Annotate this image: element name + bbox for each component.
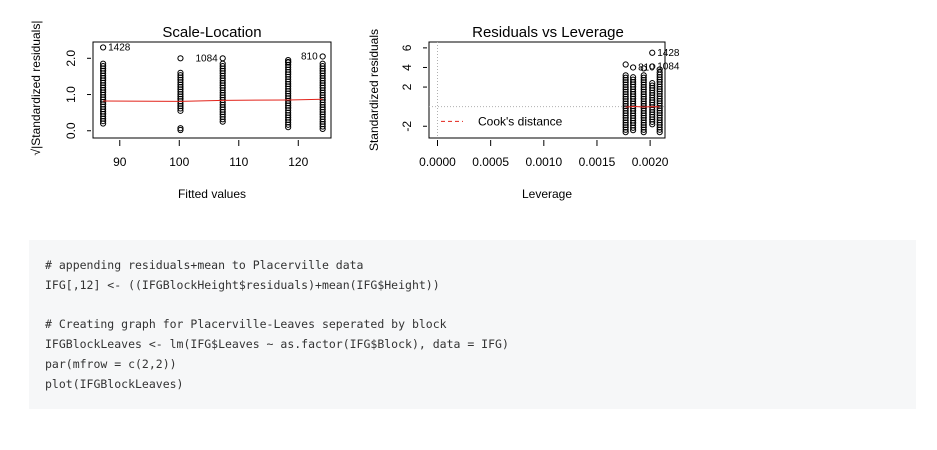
x-tick-label: 0.0005 xyxy=(472,155,509,169)
point-label: 1428 xyxy=(657,48,680,59)
code-line: # Creating graph for Placerville-Leaves … xyxy=(45,317,447,332)
x-tick-label: 0.0010 xyxy=(525,155,562,169)
x-tick-label: 90 xyxy=(113,155,127,169)
y-tick-label: 2.0 xyxy=(64,50,78,67)
plot-frame xyxy=(92,41,332,139)
chart-title: Scale-Location xyxy=(162,24,261,41)
residual-point xyxy=(649,82,656,89)
residual-point xyxy=(319,60,326,67)
residual-point xyxy=(656,69,663,76)
residual-point xyxy=(177,69,184,76)
x-tick-label: 0.0015 xyxy=(579,155,616,169)
code-line: IFG[,12] <- ((IFGBlockHeight$residuals)+… xyxy=(45,277,440,292)
residual-point xyxy=(630,76,637,83)
point-label: 1084 xyxy=(195,53,218,64)
plot-frame xyxy=(428,41,666,139)
residual-point xyxy=(640,72,647,79)
smoother-line xyxy=(625,105,660,108)
code-line: par(mfrow = c(2,2)) xyxy=(45,356,177,371)
residual-point xyxy=(630,74,637,81)
y-tick-label: 4 xyxy=(400,64,414,71)
y-tick-label: 2 xyxy=(400,83,414,90)
x-axis-label: Fitted values xyxy=(178,187,246,201)
x-tick-label: 0.0020 xyxy=(632,155,669,169)
x-tick-label: 0.0000 xyxy=(419,155,456,169)
chart-title: Residuals vs Leverage xyxy=(472,24,624,41)
point-label: 810 xyxy=(301,51,318,62)
x-tick-label: 100 xyxy=(169,155,189,169)
residual-point xyxy=(640,74,647,81)
x-tick-label: 110 xyxy=(229,155,248,169)
code-line: plot(IFGBlockLeaves) xyxy=(45,376,184,391)
residual-point xyxy=(319,63,326,70)
smoother-line xyxy=(103,98,323,102)
residual-point xyxy=(100,63,107,70)
residual-point xyxy=(100,60,107,67)
residual-point xyxy=(177,72,184,79)
outlier-point xyxy=(640,65,647,72)
code-block: # appending residuals+mean to Placervill… xyxy=(29,240,916,409)
code-line: # appending residuals+mean to Placervill… xyxy=(45,258,364,272)
y-axis-label: √|Standardized residuals| xyxy=(29,21,43,156)
y-tick-label: -2 xyxy=(400,121,414,132)
x-axis-label: Leverage xyxy=(522,187,572,201)
y-tick-label: 1.0 xyxy=(64,86,78,103)
point-label: 1084 xyxy=(657,61,680,72)
outlier-point xyxy=(219,55,226,62)
residual-point xyxy=(649,80,656,87)
outlier-point xyxy=(177,55,184,62)
residual-point xyxy=(622,72,629,79)
residual-point xyxy=(285,57,292,64)
point-label: 1428 xyxy=(108,42,131,53)
residuals-vs-leverage-plot: Residuals vs Leverage 0.0000 0.0005 0.0010 0… xyxy=(367,24,680,201)
legend-label: Cook's distance xyxy=(478,114,563,128)
code-line xyxy=(45,296,900,316)
residual-point xyxy=(219,63,226,70)
outlier-point xyxy=(100,44,107,51)
outlier-point xyxy=(177,125,184,132)
diagnostic-plots: Scale-Location 90 100 110 120 Fitted values 0.… xyxy=(29,21,680,201)
outlier-point xyxy=(622,61,629,68)
outlier-point xyxy=(649,63,656,70)
y-tick-label: 0.0 xyxy=(64,122,78,139)
outlier-point xyxy=(177,126,184,134)
outlier-point xyxy=(656,66,663,73)
code-line: IFGBlockLeaves <- lm(IFG$Leaves ~ as.fac… xyxy=(45,337,509,352)
y-axis-label: Standardized residuals xyxy=(367,29,381,151)
outlier-point xyxy=(630,64,637,71)
scale-location-plot: Scale-Location 90 100 110 120 Fitted values 0.… xyxy=(29,21,332,201)
outlier-point xyxy=(285,58,292,66)
outlier-point xyxy=(319,53,326,60)
outlier-point xyxy=(649,49,656,56)
x-tick-label: 120 xyxy=(288,155,308,169)
y-tick-label: 6 xyxy=(400,44,414,51)
residual-point xyxy=(622,74,629,81)
